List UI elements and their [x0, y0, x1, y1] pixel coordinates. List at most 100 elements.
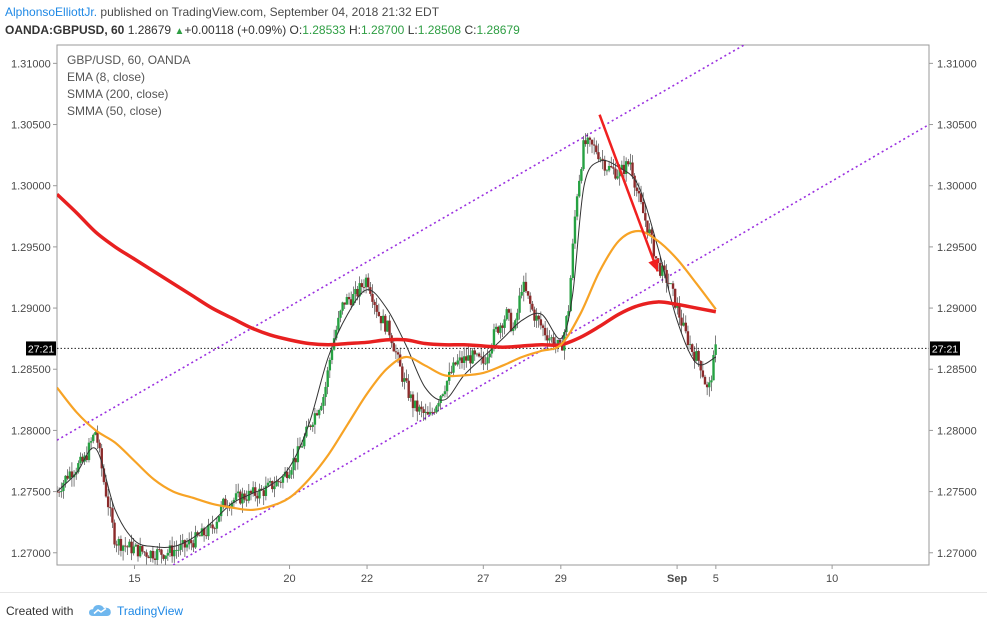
candle-body: [691, 344, 694, 352]
candle-body: [665, 269, 668, 283]
candle-body: [671, 283, 675, 289]
annotation-arrow-shaft: [598, 114, 659, 272]
candle-body: [584, 140, 587, 145]
candle-body: [89, 441, 93, 443]
candle-body: [439, 396, 442, 404]
candle-body: [426, 411, 430, 415]
candle-body: [232, 499, 236, 503]
candle-body: [136, 544, 140, 557]
legend-smma50[interactable]: SMMA (50, close): [67, 104, 162, 118]
candle-body: [194, 532, 197, 548]
tradingview-cloud-icon[interactable]: [88, 602, 112, 618]
candle-body: [198, 535, 202, 537]
candle-body: [222, 498, 225, 506]
candle-body: [697, 351, 700, 361]
legend-ema[interactable]: EMA (8, close): [67, 70, 146, 84]
candle-body: [592, 144, 596, 146]
candle-body: [286, 471, 289, 479]
last-price: 1.28679: [127, 23, 172, 37]
candle-body: [96, 432, 99, 443]
candle-body: [652, 234, 656, 257]
tradingview-link[interactable]: TradingView: [117, 604, 184, 618]
candle-body: [686, 331, 690, 346]
candle-body: [392, 343, 395, 352]
candle-body: [386, 320, 389, 332]
candle-body: [639, 193, 643, 203]
candle-body: [311, 424, 314, 427]
candle-body: [196, 532, 199, 536]
candle-body: [364, 277, 368, 288]
candle-body: [249, 490, 253, 494]
candle-body: [315, 413, 319, 416]
legend-title[interactable]: GBP/USD, 60, OANDA: [67, 53, 191, 67]
x-tick-label: 22: [361, 573, 373, 585]
candle-body: [215, 521, 219, 529]
legend-smma200[interactable]: SMMA (200, close): [67, 87, 169, 101]
candle-body: [488, 353, 491, 358]
candle-body: [377, 311, 381, 317]
candle-body: [143, 551, 146, 553]
candle-body: [132, 546, 135, 554]
close-value: 1.28679: [476, 23, 520, 37]
candle-body: [497, 326, 500, 333]
candle-body: [271, 480, 274, 490]
candle-body: [682, 322, 685, 326]
candle-body: [627, 161, 630, 165]
candle-body: [367, 277, 370, 288]
candle-body: [699, 360, 702, 371]
candle-body: [317, 409, 321, 416]
candle-body: [345, 297, 349, 305]
candle-body: [104, 482, 108, 497]
candle-body: [578, 180, 581, 197]
x-tick-label: Sep: [667, 573, 687, 585]
y-tick-label-right: 1.31000: [937, 58, 977, 70]
symbol-label[interactable]: OANDA:GBPUSD, 60: [5, 23, 125, 37]
candle-body: [518, 295, 521, 313]
candle-body: [398, 354, 402, 367]
candle-body: [275, 480, 278, 487]
candle-body: [192, 543, 195, 548]
low-value: 1.28508: [417, 23, 462, 37]
candle-body: [330, 349, 334, 360]
candle-body: [337, 317, 340, 330]
candle-body: [573, 216, 577, 244]
candle-body: [605, 170, 609, 172]
candle-body: [514, 320, 517, 329]
candle-body: [507, 309, 511, 313]
candle-body: [266, 482, 270, 486]
candle-body: [234, 493, 238, 500]
author-link[interactable]: AlphonsoElliottJr.: [5, 5, 98, 19]
x-tick-label: 10: [826, 573, 838, 585]
candle-body: [597, 152, 600, 160]
chart-area[interactable]: 1.31000 1.31000 1.30500 1.30500 1.30000 1.300…: [0, 44, 987, 592]
channel-line-2: [172, 123, 929, 565]
price-marker-left: [26, 341, 56, 356]
candle-body: [166, 552, 170, 556]
candle-body: [465, 356, 468, 361]
candle-body: [262, 490, 265, 496]
candle-body: [548, 338, 551, 341]
price-marker-text-left: 27:21: [28, 343, 54, 355]
candle-body: [708, 382, 711, 388]
candle-body: [522, 281, 526, 292]
candle-body: [477, 353, 481, 357]
candle-body: [469, 355, 472, 364]
x-tick-label: 15: [128, 573, 140, 585]
y-tick-label-left: 1.29000: [11, 303, 51, 315]
candle-body: [471, 350, 474, 364]
candle-body: [381, 315, 385, 324]
y-tick-label-left: 1.30500: [11, 120, 51, 132]
candle-body: [505, 309, 508, 320]
candle-body: [492, 329, 496, 347]
candle-body: [119, 538, 123, 551]
published-text: published on TradingView.com, September …: [97, 5, 440, 19]
candle-body: [283, 471, 287, 477]
price-marker-right: [930, 341, 960, 356]
open-value: 1.28533: [302, 23, 346, 37]
candle-body: [452, 362, 455, 373]
x-tick-label: 29: [555, 573, 567, 585]
candle-body: [614, 168, 617, 179]
price-chart[interactable]: 1.31000 1.31000 1.30500 1.30500 1.30000 1.300…: [0, 44, 987, 592]
candle-body: [70, 471, 74, 478]
candle-body: [529, 295, 532, 304]
